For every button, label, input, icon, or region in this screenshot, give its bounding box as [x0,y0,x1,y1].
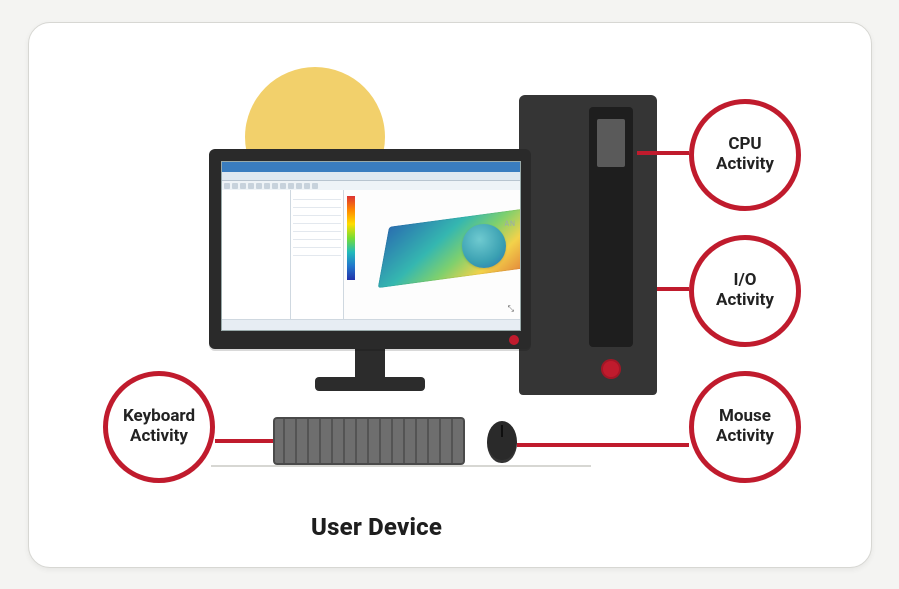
app-menubar [222,172,520,181]
callout-io-line1: I/O [716,271,774,291]
app-body: ⤡ AN [222,190,520,320]
callout-cpu-line2: Activity [716,155,774,175]
app-tree-panel [222,190,291,320]
pc-tower [519,95,657,395]
stage: ⤡ AN CPUActivityI/OActivityMouseActivity… [0,0,899,589]
callout-cpu: CPUActivity [689,99,801,211]
callout-cpu-line1: CPU [716,135,774,155]
app-brand-watermark: AN [504,220,516,228]
callout-keyboard: KeyboardActivity [103,371,215,483]
diagram-caption: User Device [311,513,442,541]
callout-io: I/OActivity [689,235,801,347]
pc-tower-drive-bay [597,119,625,167]
app-titlebar [222,162,520,172]
pc-tower-power-led [601,359,621,379]
monitor-foot [315,377,425,391]
monitor-power-led [509,335,519,345]
connector-mouse [517,443,689,447]
app-properties-panel [291,190,344,320]
mouse [487,421,517,463]
fea-part-ring [462,224,506,268]
keyboard [273,417,465,465]
callout-mouse: MouseActivity [689,371,801,483]
desk-surface [211,465,591,495]
monitor-screen: ⤡ AN [221,161,521,331]
app-statusbar [222,319,520,330]
card: ⤡ AN CPUActivityI/OActivityMouseActivity… [28,22,872,568]
callout-keyboard-line2: Activity [123,427,195,447]
color-legend [347,196,355,280]
app-3d-viewport: ⤡ AN [344,190,520,320]
monitor-neck [355,349,385,377]
callout-keyboard-line1: Keyboard [123,407,195,427]
orientation-triad: ⤡ [508,304,514,314]
callout-mouse-line1: Mouse [716,407,774,427]
connector-cpu [637,151,689,155]
callout-io-line2: Activity [716,291,774,311]
connector-keyboard [215,439,273,443]
connector-io [657,287,689,291]
callout-mouse-line2: Activity [716,427,774,447]
